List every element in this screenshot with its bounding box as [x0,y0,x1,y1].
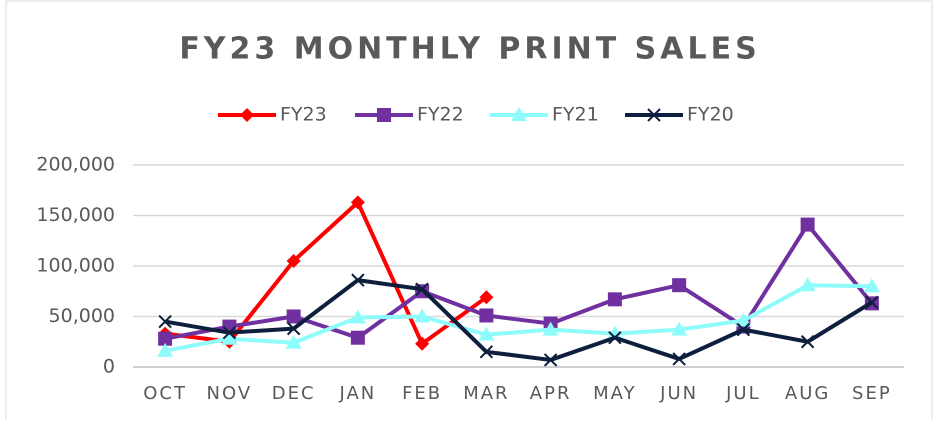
data-point [607,292,622,307]
y-tick-label: 50,000 [49,305,115,327]
legend-marker [511,107,527,121]
data-point [479,290,494,305]
x-tick-label: APR [530,383,572,404]
data-point [285,334,302,349]
data-point [350,330,365,345]
data-point [221,330,238,345]
legend-marker [647,108,661,122]
legend-label: FY20 [687,104,734,126]
data-point [157,342,174,357]
series-line [164,222,874,341]
chart-title: FY23 MONTHLY PRINT SALES [179,32,760,67]
x-tick-label: MAR [463,383,509,404]
chart-border [5,0,933,423]
x-tick-label: DEC [272,383,316,404]
data-point [606,325,623,340]
series-line [164,283,872,353]
data-point [222,325,237,340]
legend-marker [377,108,391,122]
y-tick-label: 150,000 [36,204,115,226]
data-point [414,308,431,323]
data-point [735,312,752,327]
x-tick-label: MAY [593,383,636,404]
data-point [608,331,622,345]
data-point [479,345,494,359]
data-point [479,308,494,323]
data-point [286,309,301,324]
x-tick-label: NOV [207,383,253,404]
x-tick-label: OCT [143,383,187,404]
data-point [351,273,365,287]
data-point [415,282,429,296]
data-point [286,321,301,336]
y-tick-label: 100,000 [36,255,115,277]
data-point [158,314,172,329]
y-tick-label: 0 [103,356,115,378]
x-tick-label: JAN [338,383,376,404]
data-point [158,331,173,346]
legend-label: FY21 [552,104,599,126]
data-point [865,295,879,310]
data-point [415,336,430,351]
data-point [349,309,366,324]
series-line [164,278,873,362]
data-point [799,277,816,292]
x-tick-label: AUG [785,383,830,404]
data-point [800,335,815,349]
x-tick-label: JUL [725,383,761,404]
data-point [478,326,495,341]
data-point [736,322,751,337]
data-point [286,253,301,268]
y-tick-label: 200,000 [36,154,115,176]
legend-marker [240,108,254,122]
data-point [672,352,686,366]
data-point [350,195,365,210]
data-point [863,278,880,293]
legend-label: FY23 [280,104,327,126]
data-point [671,321,688,336]
x-tick-label: JUN [659,383,698,404]
x-tick-label: SEP [852,383,892,404]
data-point [543,353,558,367]
data-point [542,321,559,336]
x-tick-label: FEB [402,383,442,404]
legend-label: FY22 [417,104,464,126]
data-point [672,278,687,293]
data-point [800,217,815,232]
